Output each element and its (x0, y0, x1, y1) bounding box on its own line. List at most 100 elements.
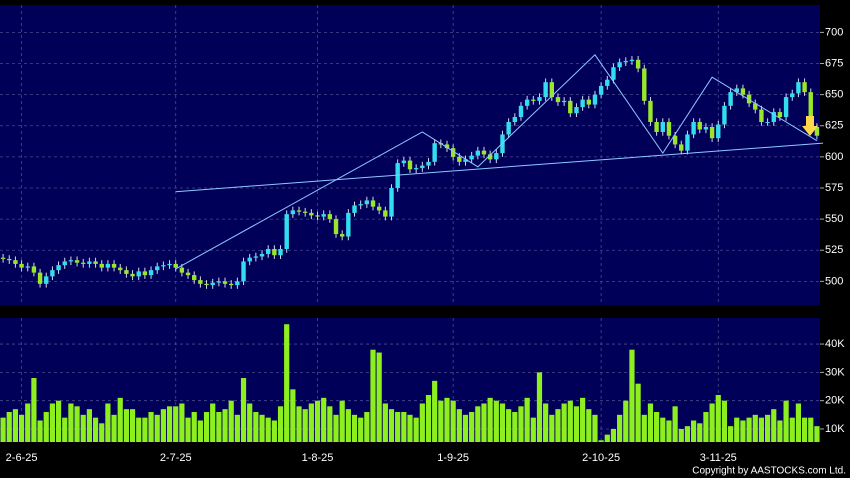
volume-bar (524, 397, 530, 442)
volume-bar (55, 400, 62, 442)
candle-body (7, 258, 12, 261)
candle-body (358, 204, 363, 206)
candle-body (697, 122, 702, 130)
volume-bar (493, 400, 499, 442)
volume-bar (376, 352, 382, 442)
volume-bar (203, 411, 210, 442)
candle-body (315, 215, 320, 217)
candle-body (50, 270, 55, 277)
volume-bar (610, 428, 617, 442)
candle-body (611, 67, 616, 80)
candle-body (450, 148, 456, 157)
volume-bar (111, 414, 117, 442)
candle-body (333, 219, 339, 235)
volume-bar (709, 403, 715, 442)
y-tick-label: 20K (825, 395, 845, 407)
candle-body (99, 263, 104, 268)
volume-bar (49, 403, 56, 442)
volume-bar (641, 414, 647, 442)
volume-bar (752, 414, 758, 442)
candle-body (494, 153, 499, 160)
volume-bar (499, 403, 506, 442)
y-tick-label: 675 (825, 57, 843, 69)
volume-bar (777, 420, 783, 442)
volume-bar (413, 417, 419, 442)
candle-body (198, 280, 203, 284)
volume-bar (271, 420, 277, 442)
candle-body (142, 271, 148, 276)
candle-body (672, 135, 678, 145)
volume-bar (604, 434, 610, 442)
candle-body (370, 200, 376, 207)
volume-bar (438, 400, 444, 442)
candle-body (561, 100, 567, 103)
volume-bar (166, 406, 173, 442)
volume-bar (654, 411, 660, 442)
volume-bar (105, 403, 111, 442)
candle-body (734, 88, 739, 93)
candle-body (87, 261, 92, 264)
candle-body (666, 122, 672, 136)
candle-body (124, 270, 129, 274)
volume-bar (265, 417, 271, 442)
candle-body (808, 92, 813, 127)
volume-bar (173, 406, 179, 442)
volume-bar (764, 414, 771, 442)
candle-body (753, 103, 758, 110)
candle-body (481, 150, 487, 155)
candle-body (623, 61, 628, 63)
volume-bar (672, 406, 678, 442)
candle-body (290, 210, 296, 215)
candle-body (629, 59, 635, 62)
volume-bar (789, 417, 795, 442)
candle-body (376, 206, 382, 211)
volume-bar (801, 417, 808, 442)
volume-bar (783, 400, 789, 442)
volume-bar (117, 397, 123, 442)
candle-body (475, 150, 481, 156)
candle-body (802, 82, 807, 93)
volume-bar (228, 400, 234, 442)
candle-body (19, 263, 24, 268)
volume-bar (771, 409, 777, 442)
volume-bar (469, 411, 475, 442)
volume-bar (62, 417, 68, 442)
volume-bar (481, 403, 487, 442)
candle-body (531, 99, 536, 101)
volume-bar (586, 409, 592, 442)
x-tick-label: 2-10-25 (582, 452, 620, 464)
candle-body (426, 161, 431, 166)
candle-body (383, 210, 388, 217)
candle-body (56, 265, 61, 271)
volume-bar (80, 414, 86, 442)
candle-body (105, 263, 111, 268)
volume-bar (388, 409, 395, 442)
candle-body (549, 82, 555, 98)
candle-body (259, 253, 265, 257)
volume-bar (456, 409, 462, 442)
volume-bar (358, 417, 364, 442)
candle-body (444, 144, 450, 149)
y-tick-label: 650 (825, 89, 843, 101)
volume-bar (419, 403, 425, 442)
price-panel (0, 5, 820, 305)
volume-bar (740, 420, 746, 442)
volume-bar (758, 417, 765, 442)
copyright: Copyright by AASTOCKS.com Ltd. (692, 466, 846, 477)
volume-bar (327, 406, 333, 442)
volume-bar (12, 409, 19, 442)
candle-body (605, 79, 610, 86)
volume-bar (561, 403, 567, 442)
volume-bar (92, 417, 99, 442)
candle-body (31, 266, 37, 273)
volume-bar (647, 403, 654, 442)
volume-bar (432, 380, 438, 442)
volume-bar (382, 403, 388, 442)
candle-body (13, 260, 18, 264)
volume-bar (185, 417, 191, 442)
candle-body (457, 156, 462, 162)
volume-bar (154, 414, 160, 442)
candle-body (111, 263, 117, 268)
candle-body (185, 272, 191, 276)
volume-bar (160, 409, 166, 442)
